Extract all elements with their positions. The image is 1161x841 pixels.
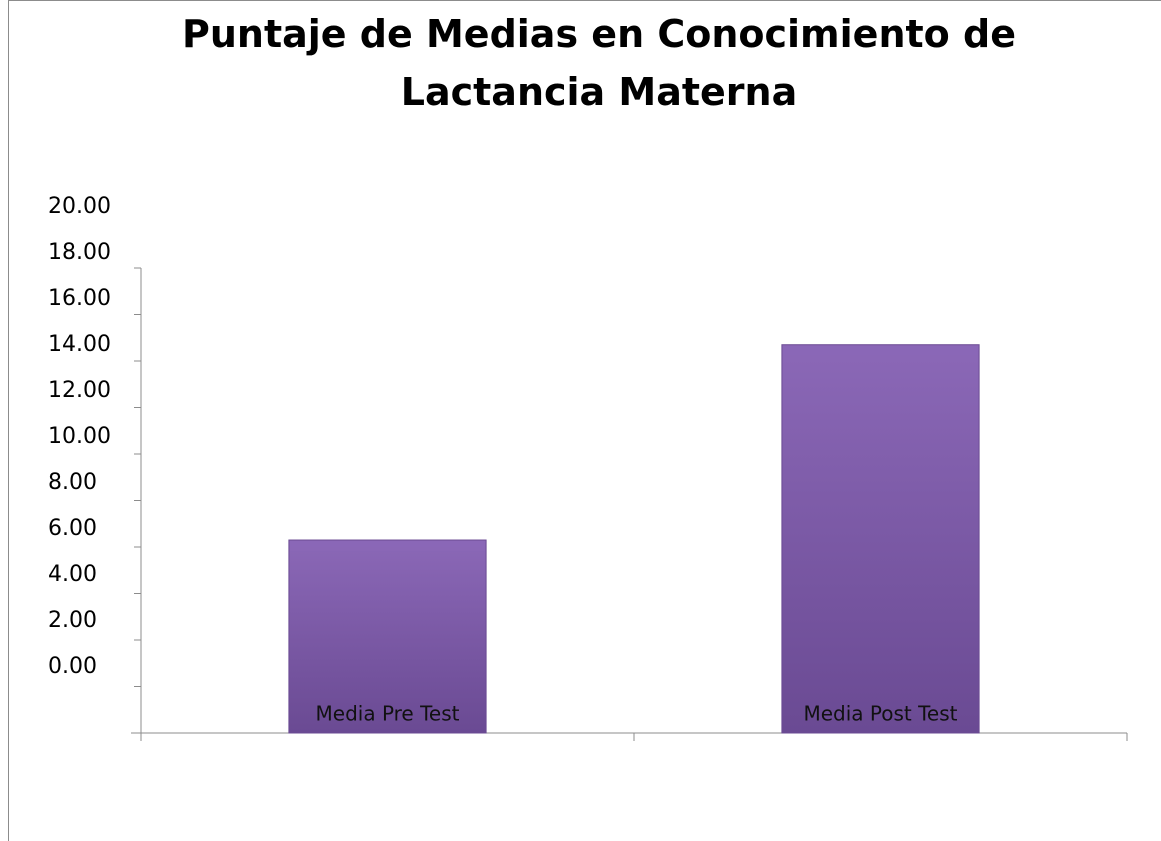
y-tick-label: 6.00	[48, 516, 97, 541]
y-tick-label: 4.00	[48, 562, 97, 587]
y-tick-label: 10.00	[48, 424, 111, 449]
y-tick-label: 0.00	[48, 654, 97, 679]
bar	[781, 344, 980, 734]
y-tick-label: 18.00	[48, 240, 111, 265]
bar-highlight	[289, 541, 486, 552]
y-tick-label: 20.00	[48, 194, 111, 219]
y-tick-label: 16.00	[48, 286, 111, 311]
x-category-label: Media Pre Test	[316, 702, 460, 726]
y-tick-label: 2.00	[48, 608, 97, 633]
y-tick-label: 14.00	[48, 332, 111, 357]
bar	[288, 539, 487, 734]
x-category-label: Media Post Test	[803, 702, 957, 726]
chart-title-line-2: Lactancia Materna	[400, 70, 798, 114]
bar-highlight	[782, 345, 979, 356]
chart-title-line-1: Puntaje de Medias en Conocimiento de	[182, 12, 1016, 56]
chart-title: Puntaje de Medias en Conocimiento de Lac…	[139, 5, 1059, 121]
chart-frame: Puntaje de Medias en Conocimiento de Lac…	[8, 0, 1161, 841]
y-tick-label: 12.00	[48, 378, 111, 403]
y-tick-label: 8.00	[48, 470, 97, 495]
